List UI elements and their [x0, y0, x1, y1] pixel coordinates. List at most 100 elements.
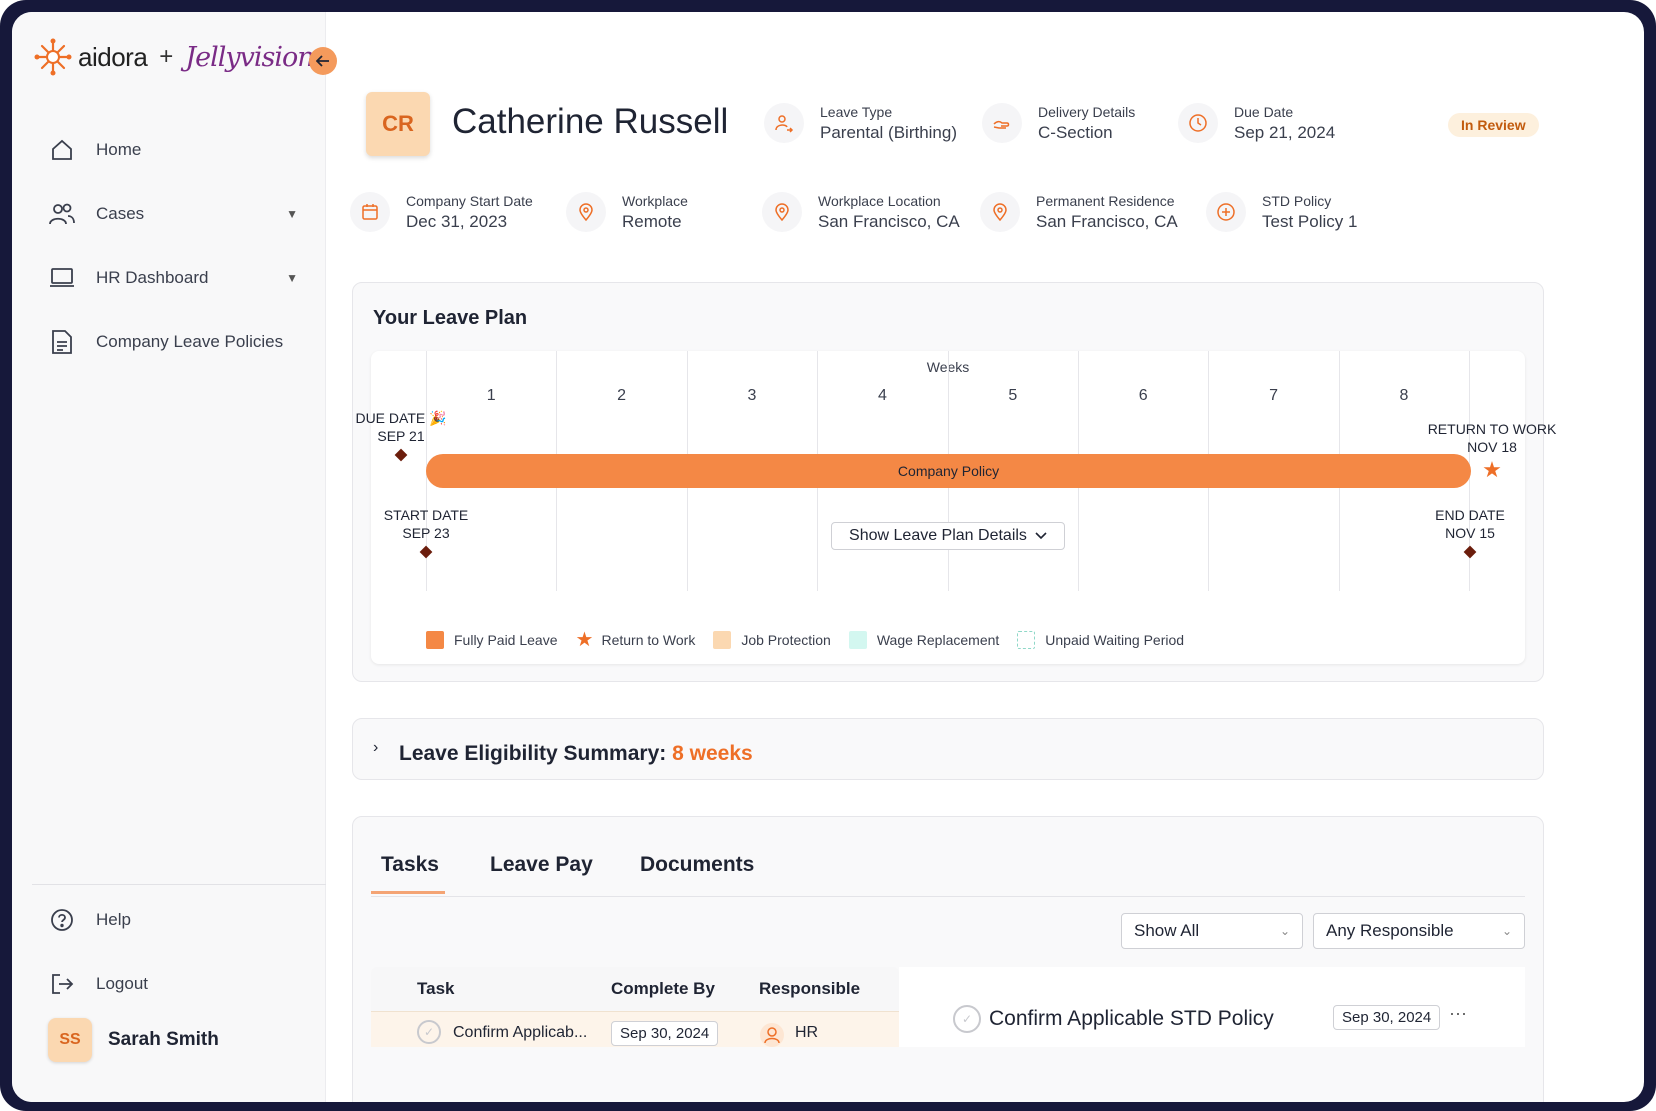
marker-line2: NOV 15	[1445, 525, 1495, 541]
chevron-down-icon[interactable]: ▼	[286, 271, 298, 285]
legend-swatch	[713, 630, 732, 649]
column-header-responsible[interactable]: Responsible	[759, 979, 861, 998]
chevron-down-icon	[1035, 532, 1047, 540]
return-to-work-marker-label: RETURN TO WORK NOV 18	[1428, 420, 1557, 456]
brand-logo[interactable]: aidora + Jellyvision	[34, 38, 315, 76]
brand-name: aidora	[78, 41, 148, 72]
show-leave-plan-details-button[interactable]: Show Leave Plan Details	[831, 522, 1065, 550]
responsible-value: HR	[795, 1024, 819, 1041]
return-to-work-star-icon: ★	[1482, 457, 1502, 482]
task-detail-date[interactable]: Sep 30, 2024	[1333, 1005, 1441, 1030]
sidebar-item-hr-dashboard[interactable]: HR Dashboard ▼	[48, 258, 298, 298]
status-badge: In Review	[1448, 113, 1539, 137]
field-value: Dec 31, 2023	[406, 211, 508, 231]
std-policy-field: STD Policy Test Policy 1	[1206, 192, 1357, 232]
responsible-filter-select[interactable]: Any Responsible ⌄	[1313, 913, 1525, 949]
chevron-down-icon[interactable]: ▼	[286, 207, 298, 221]
location-pin-icon	[566, 192, 606, 232]
column-header-complete-by[interactable]: Complete By	[611, 979, 715, 998]
table-row[interactable]: ✓ Confirm Applicab... Sep 30, 2024 HR	[371, 1011, 899, 1047]
task-checkbox[interactable]: ✓	[417, 1020, 441, 1044]
user-profile[interactable]: SS Sarah Smith	[48, 1018, 219, 1062]
permanent-residence-field: Permanent Residence San Francisco, CA	[980, 192, 1178, 232]
logout-icon	[48, 970, 76, 998]
field-label: STD Policy	[1262, 192, 1332, 209]
users-icon	[48, 200, 76, 228]
company-policy-bar[interactable]: Company Policy	[426, 454, 1471, 488]
eligibility-label: Leave Eligibility Summary:	[399, 742, 667, 765]
tasks-table: Task Complete By Responsible ✓ Confirm A…	[371, 967, 899, 1047]
sidebar-item-cases[interactable]: Cases ▼	[48, 194, 298, 234]
tab-bar: Tasks Leave Pay Documents	[371, 847, 1525, 897]
marker-line1: DUE DATE 🎉	[355, 410, 447, 426]
aidora-logo-icon	[34, 38, 72, 76]
legend-item-wage-replacement: Wage Replacement	[848, 630, 999, 649]
tab-documents[interactable]: Documents	[640, 853, 755, 876]
week-label: 5	[1008, 387, 1018, 404]
star-icon: ★	[575, 629, 594, 651]
field-label: Permanent Residence	[1036, 192, 1175, 209]
field-value: San Francisco, CA	[1036, 211, 1178, 231]
chevron-down-icon: ⌄	[1501, 924, 1512, 938]
legend-label: Return to Work	[601, 631, 696, 648]
legend-item-return-to-work: ★ Return to Work	[576, 627, 696, 652]
legend-label: Job Protection	[741, 631, 831, 648]
company-start-date-field: Company Start Date Dec 31, 2023	[350, 192, 533, 232]
collapse-sidebar-button[interactable]	[309, 47, 337, 75]
field-value: Test Policy 1	[1262, 211, 1358, 231]
week-label: 1	[486, 387, 496, 404]
eligibility-value: 8 weeks	[672, 742, 753, 765]
sidebar-item-help[interactable]: Help	[48, 900, 298, 940]
tab-leave-pay[interactable]: Leave Pay	[490, 853, 593, 876]
legend-swatch	[1017, 630, 1036, 649]
tasks-card: Tasks Leave Pay Documents Show All ⌄ Any…	[352, 816, 1544, 1102]
legend: Fully Paid Leave ★ Return to Work Job Pro…	[426, 627, 1202, 652]
sidebar-nav: Home Cases ▼ HR Dashboard ▼ Com	[48, 130, 298, 386]
leave-eligibility-summary[interactable]: › Leave Eligibility Summary: 8 weeks	[352, 718, 1544, 780]
more-options-icon[interactable]: ···	[1449, 1003, 1467, 1023]
location-pin-icon	[762, 192, 802, 232]
end-date-marker-label: END DATE NOV 15	[1435, 506, 1505, 542]
field-value: C-Section	[1038, 122, 1113, 142]
button-label: Show Leave Plan Details	[849, 527, 1027, 544]
sidebar-item-company-leave-policies[interactable]: Company Leave Policies	[48, 322, 298, 362]
due-date-marker-label: DUE DATE 🎉 SEP 21	[355, 409, 446, 445]
start-date-marker-label: START DATE SEP 23	[384, 506, 469, 542]
app-screen: aidora + Jellyvision Home Cases ▼	[12, 12, 1644, 1102]
task-detail-title: Confirm Applicable STD Policy	[989, 1007, 1274, 1030]
document-icon	[48, 328, 76, 356]
column-header-task[interactable]: Task	[417, 979, 455, 998]
workplace-location-field: Workplace Location San Francisco, CA	[762, 192, 960, 232]
leave-type-field: Leave Type Parental (Birthing)	[764, 103, 957, 143]
week-label: 3	[747, 387, 757, 404]
clock-icon	[1178, 103, 1218, 143]
select-value: Show All	[1134, 921, 1200, 940]
chevron-right-icon[interactable]: ›	[373, 739, 379, 756]
end-date-diamond	[1463, 545, 1477, 559]
delivery-icon	[982, 103, 1022, 143]
due-date-diamond	[394, 448, 408, 462]
week-label: 4	[877, 387, 887, 404]
sidebar-item-logout[interactable]: Logout	[48, 964, 298, 1004]
task-complete-checkbox[interactable]: ✓	[953, 1005, 981, 1033]
field-value: Sep 21, 2024	[1234, 122, 1336, 142]
marker-line1: START DATE	[383, 507, 469, 523]
legend-item-unpaid-waiting: Unpaid Waiting Period	[1017, 630, 1184, 649]
workplace-field: Workplace Remote	[566, 192, 688, 232]
select-value: Any Responsible	[1326, 921, 1454, 940]
field-value: San Francisco, CA	[818, 211, 960, 231]
employee-name: Catherine Russell	[452, 102, 729, 141]
marker-line1: RETURN TO WORK	[1427, 421, 1557, 437]
chevron-down-icon: ⌄	[1279, 924, 1290, 938]
week-label: 6	[1138, 387, 1148, 404]
sidebar-item-label: Logout	[96, 974, 148, 993]
status-filter-select[interactable]: Show All ⌄	[1121, 913, 1303, 949]
week-label: 2	[617, 387, 627, 404]
sidebar-bottom-nav: Help Logout	[48, 900, 298, 1028]
sidebar-item-label: HR Dashboard	[96, 268, 209, 287]
leave-plan-title: Your Leave Plan	[373, 307, 528, 329]
tab-tasks[interactable]: Tasks	[381, 853, 439, 876]
sidebar-item-home[interactable]: Home	[48, 130, 298, 170]
legend-label: Fully Paid Leave	[454, 631, 558, 648]
